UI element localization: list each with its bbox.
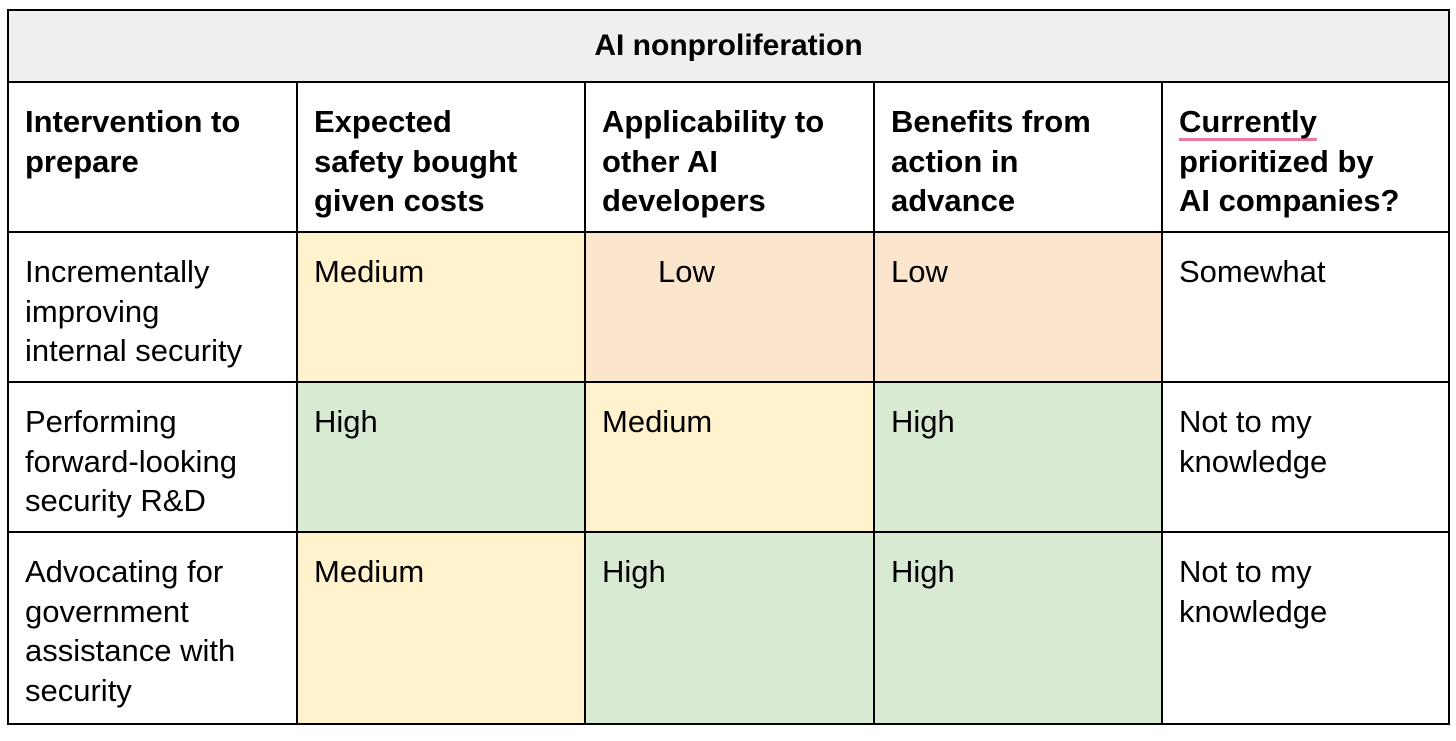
header-line: prepare [25, 143, 139, 179]
column-header-currently-prioritized: Currently prioritized by AI companies? [1160, 81, 1451, 233]
column-header-applicability: Applicability to other AI developers [584, 81, 875, 233]
cell-line: government [25, 593, 189, 629]
cell-line: Not to my [1179, 554, 1312, 589]
header-line: developers [602, 183, 766, 218]
benefits-rating-cell: High [873, 531, 1163, 725]
prioritized-cell: Not to my knowledge [1160, 381, 1451, 533]
applicability-rating-cell: High [584, 531, 875, 725]
benefits-rating-cell: Low [873, 231, 1163, 383]
cell-line: Performing [25, 404, 177, 439]
header-line: Applicability to [602, 104, 825, 139]
table-title-row: AI nonproliferation [6, 9, 1451, 83]
column-header-intervention: Intervention to prepare [7, 81, 298, 233]
table-row: Advocating for government assistance wit… [7, 531, 1451, 725]
cell-line: security R&D [25, 483, 206, 518]
column-header-expected-safety: Expected safety bought given costs [296, 81, 586, 233]
intervention-cell: Incrementally improving internal securit… [7, 231, 298, 383]
header-line: AI companies? [1179, 183, 1400, 218]
intervention-cell: Performing forward-looking security R&D [7, 381, 298, 533]
header-line: Currently [1179, 102, 1432, 142]
safety-rating-cell: Medium [296, 231, 586, 383]
cell-line: security [25, 672, 132, 708]
prioritized-cell: Not to my knowledge [1160, 531, 1451, 725]
cell-line: internal security [25, 333, 243, 368]
applicability-rating-cell: Low [584, 231, 875, 383]
applicability-rating-cell: Medium [584, 381, 875, 533]
cell-line: improving [25, 293, 160, 329]
column-header-benefits: Benefits from action in advance [873, 81, 1163, 233]
safety-rating-cell: High [296, 381, 586, 533]
cell-line: Somewhat [1179, 254, 1326, 289]
header-line: safety bought [314, 143, 518, 179]
cell-line: forward-looking [25, 443, 237, 479]
header-line: Benefits from [891, 104, 1091, 139]
header-line: advance [891, 183, 1016, 218]
header-line: given costs [314, 183, 485, 218]
header-line: Intervention to [25, 104, 241, 139]
ai-nonproliferation-table: AI nonproliferation Intervention to prep… [6, 9, 1451, 725]
cell-line: assistance with [25, 633, 236, 668]
header-line: action in [891, 143, 1019, 179]
intervention-cell: Advocating for government assistance wit… [7, 531, 298, 725]
safety-rating-cell: Medium [296, 531, 586, 725]
table-title: AI nonproliferation [6, 9, 1451, 83]
cell-line: Incrementally [25, 254, 210, 289]
cell-line: Advocating for [25, 554, 224, 589]
table-header-row: Intervention to prepare Expected safety … [7, 81, 1451, 233]
header-line: prioritized by [1179, 143, 1374, 179]
cell-line: Not to my [1179, 404, 1312, 439]
spellcheck-underlined-word: Currently [1179, 104, 1317, 139]
prioritized-cell: Somewhat [1160, 231, 1451, 383]
comparison-table-frame: AI nonproliferation Intervention to prep… [6, 9, 1451, 732]
header-line: other AI [602, 143, 718, 179]
cell-line: knowledge [1179, 593, 1328, 629]
table-row: Performing forward-looking security R&D … [7, 381, 1451, 533]
table-row: Incrementally improving internal securit… [7, 231, 1451, 383]
benefits-rating-cell: High [873, 381, 1163, 533]
cell-line: knowledge [1179, 443, 1328, 479]
header-line: Expected [314, 104, 452, 139]
